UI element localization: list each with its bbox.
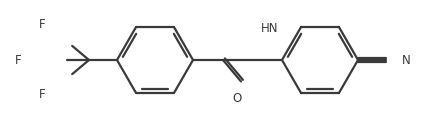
Text: O: O [232,91,241,105]
Text: N: N [401,53,409,67]
Text: HN: HN [261,22,278,34]
Text: F: F [39,19,45,31]
Text: F: F [15,53,21,67]
Text: F: F [39,88,45,102]
